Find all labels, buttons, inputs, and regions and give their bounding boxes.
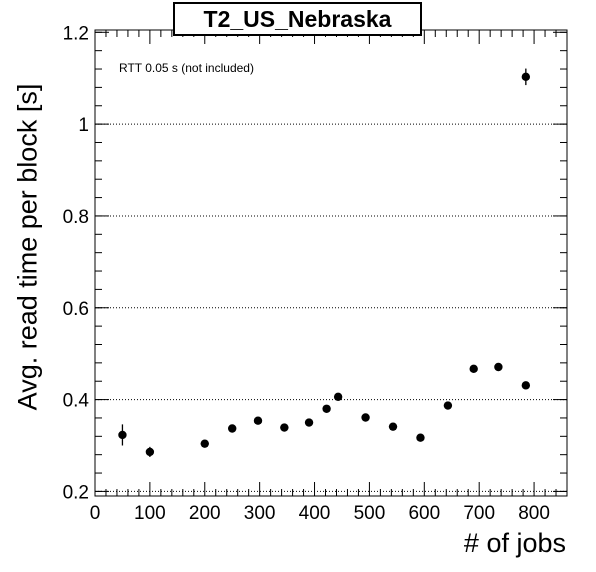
y-tick-label: 0.4 — [63, 391, 90, 412]
x-tick-label: 300 — [244, 503, 276, 524]
y-tick-label: 0.8 — [63, 207, 89, 228]
data-point — [494, 362, 503, 372]
x-axis-label: # of jobs — [463, 528, 566, 558]
data-points — [118, 68, 531, 457]
y-tick-label: 0.6 — [63, 299, 89, 320]
data-point — [200, 439, 209, 448]
data-point — [416, 433, 425, 442]
data-point — [361, 413, 370, 422]
axis-ticks: 0.2 0.4 0.6 0.8 1 1.2 0 100 200 300 400 500 600 700 80… — [63, 23, 567, 524]
y-tick-label: 1.2 — [63, 23, 89, 44]
data-point — [521, 72, 531, 82]
data-point — [322, 404, 331, 413]
data-point — [521, 381, 531, 390]
data-point — [469, 364, 478, 374]
x-tick-label: 700 — [463, 503, 495, 524]
chart-title: T2_US_Nebraska — [173, 2, 422, 36]
rtt-annotation: RTT 0.05 s (not included) — [119, 61, 254, 75]
x-tick-label: 500 — [354, 503, 386, 524]
data-point — [333, 392, 343, 402]
y-tick-label: 0.2 — [63, 482, 89, 503]
x-tick-label: 400 — [299, 503, 331, 524]
x-tick-label: 800 — [518, 503, 550, 524]
x-tick-label: 200 — [189, 503, 221, 524]
data-point — [388, 422, 398, 431]
x-tick-label: 100 — [134, 503, 166, 524]
data-point — [228, 424, 237, 433]
data-point — [253, 416, 263, 425]
data-point — [280, 423, 289, 432]
y-axis-label: Avg. read time per block [s] — [12, 83, 43, 411]
grid-lines — [95, 123, 567, 492]
data-point — [443, 401, 453, 410]
y-tick-label: 1 — [78, 115, 89, 136]
x-tick-label: 0 — [90, 503, 101, 524]
data-point — [145, 447, 155, 457]
plot-frame — [94, 29, 568, 497]
data-point — [118, 430, 127, 440]
x-tick-label: 600 — [408, 503, 440, 524]
data-point — [304, 418, 314, 427]
